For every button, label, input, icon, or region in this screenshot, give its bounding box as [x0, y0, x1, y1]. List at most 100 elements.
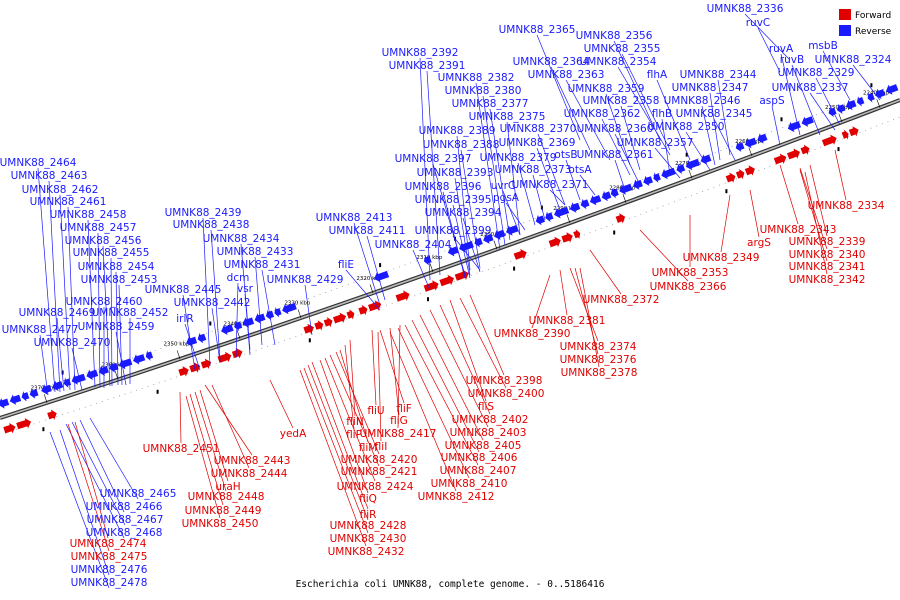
reverse-gene-arrow: [186, 336, 198, 347]
forward-gene-label: UMNK88_2444: [211, 468, 288, 480]
reverse-gene-label: UMNK88_2438: [173, 219, 250, 231]
tick-mark: [493, 240, 498, 250]
forward-gene-label: UMNK88_2376: [560, 354, 637, 366]
gene-arrows: [0, 83, 899, 434]
reverse-gene-label: UMNK88_2362: [564, 108, 641, 120]
reverse-gene-label: UMNK88_2369: [499, 137, 576, 149]
reverse-leader-line: [482, 95, 506, 246]
forward-leader-line: [303, 367, 369, 534]
reverse-gene-label: UMNK88_2466: [86, 501, 163, 513]
label-leader-lines: [37, 13, 881, 589]
forward-leader-line: [799, 169, 828, 262]
forward-gene-label: UMNK88_2403: [450, 427, 527, 439]
reverse-gene-arrow: [856, 96, 865, 107]
reverse-gene-label: UMNK88_2453: [81, 274, 158, 286]
forward-leader-line: [429, 309, 489, 428]
reverse-gene-arrow: [447, 246, 459, 257]
forward-leader-line: [389, 331, 457, 492]
reverse-gene-arrow: [757, 133, 768, 144]
reverse-leader-line: [115, 271, 119, 386]
reverse-gene-label: UMNK88_2382: [438, 72, 515, 84]
forward-gene-label: UMNK88_2412: [418, 491, 495, 503]
misc-feature-mark: [427, 297, 429, 302]
forward-gene-label: UMNK88_2451: [143, 443, 220, 455]
reverse-gene-label: ruvC: [746, 17, 771, 29]
reverse-leader-line: [713, 118, 736, 161]
forward-leader-line: [311, 361, 369, 510]
reverse-leader-line: [815, 77, 841, 126]
tick-mark: [876, 99, 881, 108]
forward-gene-label: UMNK88_2432: [328, 546, 405, 558]
reverse-gene-arrow: [86, 369, 99, 380]
forward-gene-label: UMNK88_2424: [337, 481, 414, 493]
reverse-gene-label: UMNK88_2411: [329, 225, 406, 237]
forward-leader-line: [185, 395, 221, 519]
reverse-gene-arrow: [535, 214, 545, 226]
reverse-gene-arrow: [633, 179, 643, 190]
reverse-gene-arrow: [601, 190, 612, 202]
forward-gene-label: UMNK88_2402: [452, 414, 529, 426]
reverse-leader-line: [254, 256, 263, 346]
forward-gene-label: fliN: [346, 416, 363, 428]
reverse-leader-line: [822, 50, 851, 101]
misc-feature-mark: [837, 147, 840, 152]
forward-gene-arrow: [303, 323, 314, 335]
forward-gene-label: UMNK88_2407: [440, 465, 517, 477]
forward-gene-arrow: [573, 229, 581, 240]
forward-gene-arrow: [821, 134, 837, 147]
legend-forward-swatch: [839, 9, 851, 20]
reverse-leader-line: [261, 269, 276, 346]
tick-mark: [429, 263, 434, 273]
reverse-gene-arrow: [554, 206, 570, 219]
reverse-gene-label: flhB: [652, 108, 672, 120]
reverse-leader-line: [65, 423, 125, 539]
reverse-gene-label: UMNK88_2355: [584, 43, 661, 55]
reverse-gene-label: UMNK88_2354: [580, 56, 657, 68]
reverse-leader-line: [452, 235, 481, 271]
reverse-gene-label: UMNK88_2373: [495, 164, 572, 176]
forward-gene-label: UMNK88_2400: [468, 388, 545, 400]
reverse-leader-line: [502, 190, 521, 236]
forward-leader-line: [439, 304, 491, 415]
forward-leader-line: [804, 171, 828, 275]
forward-gene-label: fliS: [478, 401, 495, 413]
reverse-gene-arrow: [282, 302, 297, 315]
forward-gene-arrow: [787, 148, 800, 160]
forward-gene-label: UMNK88_2381: [529, 315, 606, 327]
forward-leader-line: [639, 229, 689, 282]
forward-gene-arrow: [368, 300, 382, 312]
reverse-leader-line: [744, 13, 791, 61]
forward-gene-label: UMNK88_2334: [808, 200, 885, 212]
reverse-leader-line: [419, 57, 431, 281]
reverse-gene-label: dcm: [227, 272, 250, 284]
forward-leader-line: [749, 189, 760, 238]
reverse-gene-label: irlR: [176, 313, 193, 325]
reverse-gene-label: UMNK88_2464: [0, 157, 77, 169]
misc-feature-mark: [725, 189, 728, 194]
forward-gene-label: UMNK88_2405: [445, 440, 522, 452]
forward-leader-line: [809, 164, 828, 237]
reverse-gene-label: UMNK88_2379: [480, 152, 557, 164]
forward-gene-arrow: [615, 213, 626, 224]
forward-gene-arrow: [47, 409, 57, 420]
misc-feature-mark: [780, 117, 783, 122]
reverse-gene-arrow: [483, 233, 494, 244]
forward-gene-label: argS: [747, 237, 771, 249]
reverse-gene-label: UMNK88_2434: [203, 233, 280, 245]
reverse-gene-label: UMNK88_2454: [78, 261, 155, 273]
reverse-leader-line: [517, 162, 536, 226]
tick-mark: [838, 113, 843, 123]
forward-leader-line: [339, 349, 369, 443]
reverse-gene-label: flhA: [647, 69, 668, 81]
legend: Forward Reverse: [839, 9, 892, 37]
misc-feature-mark: [613, 230, 616, 235]
forward-leader-line: [194, 391, 227, 492]
forward-gene-arrow: [3, 423, 16, 434]
reverse-gene-arrow: [423, 255, 432, 266]
forward-leader-line: [411, 319, 480, 453]
reverse-gene-label: UMNK88_2461: [30, 196, 107, 208]
reverse-gene-label: UMNK88_2467: [87, 514, 164, 526]
forward-gene-label: UMNK88_2448: [188, 491, 265, 503]
reverse-gene-label: UMNK88_2478: [71, 577, 148, 589]
